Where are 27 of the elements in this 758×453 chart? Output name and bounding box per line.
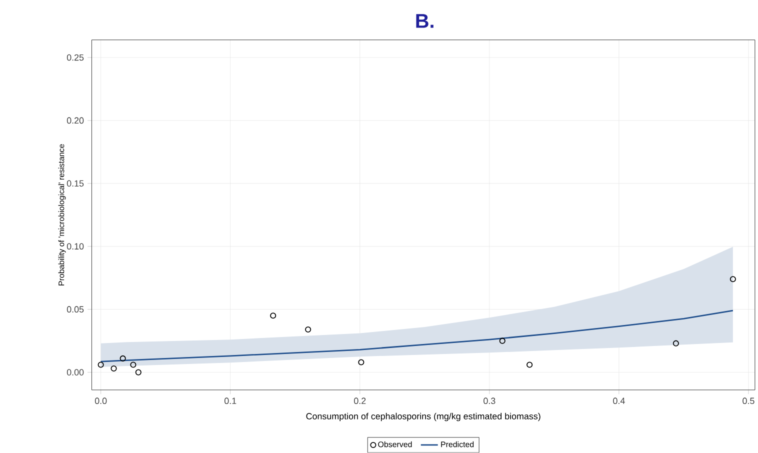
point xyxy=(98,362,104,368)
y-tick-label: 0.10 xyxy=(66,243,84,250)
y-tick-label: 0.20 xyxy=(66,117,84,124)
point xyxy=(135,369,142,376)
point xyxy=(358,359,364,366)
x-tick-label: 0.0 xyxy=(94,398,107,404)
y-tick-label: 0.15 xyxy=(66,180,84,187)
point xyxy=(499,338,506,344)
y-tick-label: 0.25 xyxy=(66,54,84,61)
point xyxy=(120,356,126,362)
x-axis-title: Consumption of cephalosporins (mg/kg estimated biomass) xyxy=(306,412,540,422)
point xyxy=(730,276,736,282)
x-tick-label: 0.3 xyxy=(484,398,496,404)
y-tick-label: 0.05 xyxy=(66,306,84,313)
point xyxy=(305,326,312,333)
x-tick-label: 0.2 xyxy=(354,398,366,404)
point xyxy=(130,362,136,368)
x-tick-label: 0.5 xyxy=(742,398,754,404)
point xyxy=(110,366,117,372)
point xyxy=(270,312,276,319)
line-series xyxy=(100,310,734,362)
point xyxy=(526,362,533,368)
chart-title: B. xyxy=(416,14,434,28)
x-tick-label: 0.4 xyxy=(613,398,625,404)
y-tick-label: 0.00 xyxy=(66,369,84,376)
point xyxy=(672,340,679,346)
x-tick-label: 0.1 xyxy=(224,398,236,404)
